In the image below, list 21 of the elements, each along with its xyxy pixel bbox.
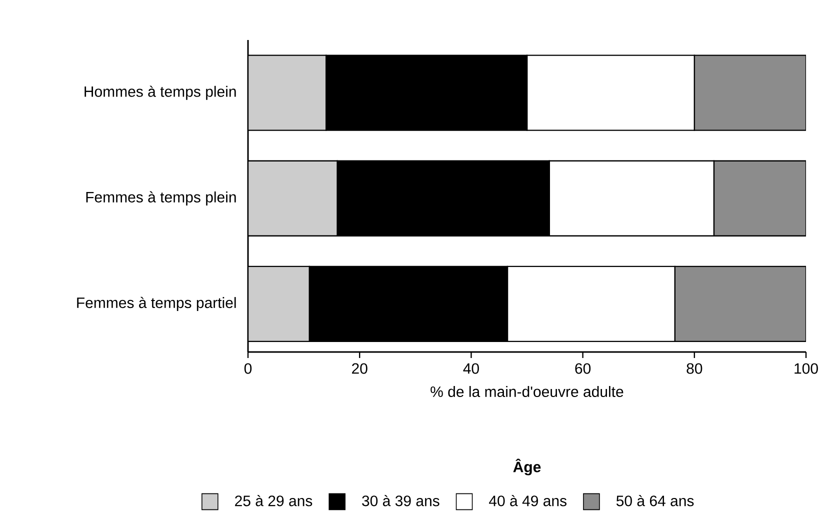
bar [248, 54, 327, 131]
x-tick-label: 40 [463, 363, 479, 374]
legend-label: 25 à 29 ans [235, 495, 312, 506]
legend-label: 30 à 39 ans [362, 495, 440, 506]
bar [248, 266, 310, 342]
y-tick-label: Femmes à temps partiel [77, 296, 236, 312]
legend-label: 40 à 49 ans [489, 495, 566, 506]
x-axis-title: % de la main-d'oeuvre adulte [430, 386, 624, 398]
bar [248, 160, 338, 236]
x-tick-label: 80 [686, 363, 702, 374]
bar [694, 54, 806, 131]
legend-title: Âge [513, 458, 541, 476]
y-tick-label: Femmes à temps plein [86, 191, 236, 206]
legend-label: 50 à 64 ans [616, 495, 694, 506]
x-tick-label: 60 [575, 363, 591, 374]
bar [713, 160, 806, 236]
x-tick-label: 100 [794, 363, 818, 374]
y-tick-label: Hommes à temps plein [84, 86, 236, 100]
x-tick-label: 0 [244, 363, 252, 374]
x-tick-label: 20 [352, 363, 368, 374]
bar [674, 266, 806, 342]
